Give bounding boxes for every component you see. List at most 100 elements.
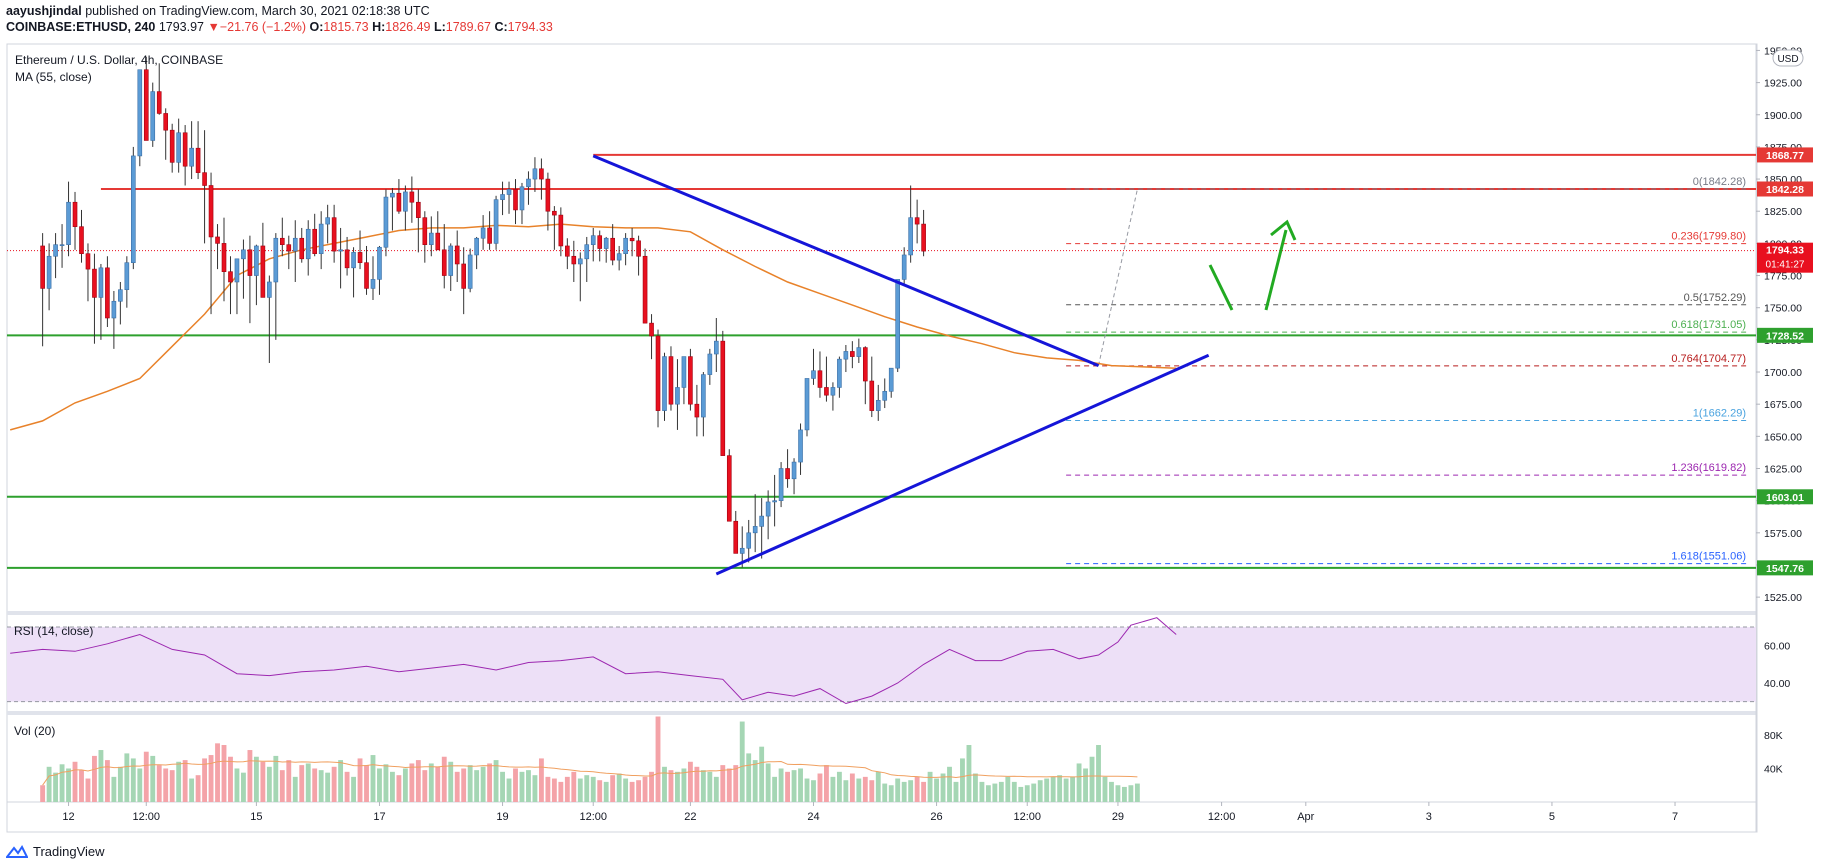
down-triangle-icon: ▼ xyxy=(207,20,220,34)
footer-brand[interactable]: TradingView xyxy=(6,844,105,859)
candle xyxy=(856,347,862,357)
volume-bar xyxy=(500,771,505,802)
volume-bar xyxy=(791,770,797,802)
volume-bar xyxy=(46,766,52,802)
candle xyxy=(642,255,648,324)
volume-bar xyxy=(415,760,421,802)
level-price-tag-bg xyxy=(1757,489,1813,505)
candle xyxy=(895,279,901,369)
candle xyxy=(286,244,292,252)
candle xyxy=(46,255,52,289)
volume-bar xyxy=(59,764,65,802)
volume-bar xyxy=(156,765,162,802)
time-tick-label: 5 xyxy=(1549,811,1555,823)
candle xyxy=(428,232,434,245)
volume-bar xyxy=(642,776,648,802)
volume-bar xyxy=(53,772,59,802)
candle xyxy=(292,237,298,252)
volume-bar xyxy=(759,746,765,802)
candle xyxy=(914,217,920,225)
price-change: −21.76 (−1.2%) xyxy=(219,20,307,34)
volume-bar xyxy=(700,770,706,802)
candle xyxy=(675,387,680,405)
candle xyxy=(668,356,674,405)
price-tick-label: 1700.00 xyxy=(1764,367,1802,379)
volume-bar xyxy=(713,776,719,802)
candle xyxy=(785,468,790,480)
volume-bar xyxy=(830,776,836,802)
candle xyxy=(752,526,758,534)
trendlines xyxy=(592,154,1210,576)
candle xyxy=(539,168,544,180)
candle xyxy=(247,249,253,276)
volume-bar xyxy=(953,781,959,802)
publisher-name[interactable]: aayushjindal xyxy=(6,4,82,18)
volume-bar xyxy=(357,758,363,802)
volume-bar xyxy=(1018,786,1024,802)
candle xyxy=(765,501,771,517)
volume-bar xyxy=(590,776,596,802)
volume-bar xyxy=(558,781,564,802)
level-price-tag: 1868.77 xyxy=(1766,150,1804,162)
volume-bar xyxy=(972,773,978,802)
candle xyxy=(733,520,739,554)
volume-bar xyxy=(603,781,609,802)
candle xyxy=(267,281,272,298)
price-tick-label: 1825.00 xyxy=(1764,206,1802,218)
volume-bar xyxy=(778,768,784,802)
level-price-tag: 1842.28 xyxy=(1766,184,1804,196)
candle xyxy=(273,237,279,283)
price-tick-label: 1575.00 xyxy=(1764,528,1802,540)
candle xyxy=(701,374,706,418)
candle xyxy=(448,245,454,276)
currency-button[interactable] xyxy=(1772,49,1804,67)
volume-bar xyxy=(914,776,920,802)
volume-bar xyxy=(221,745,227,802)
candle xyxy=(403,191,408,212)
trendline-ascending xyxy=(715,353,1210,576)
candle xyxy=(493,199,499,244)
volume-bar xyxy=(1070,776,1076,802)
volume-bar xyxy=(117,766,123,802)
volume-bar xyxy=(668,770,674,802)
candle xyxy=(901,254,907,280)
candle xyxy=(688,356,693,405)
volume-bar xyxy=(824,765,829,802)
rsi-line xyxy=(10,617,1177,705)
volume-bar xyxy=(428,763,434,802)
volume-bar xyxy=(79,770,84,802)
candle xyxy=(299,237,305,260)
candle xyxy=(195,147,201,173)
close-value: 1794.33 xyxy=(507,20,553,34)
volume-bar xyxy=(811,780,816,802)
volume-bar xyxy=(305,763,311,802)
fib-level-label: 0.5(1752.29) xyxy=(1684,292,1746,304)
candle xyxy=(500,194,505,200)
candle xyxy=(98,267,104,298)
volume-bar xyxy=(707,771,713,802)
candle xyxy=(739,547,745,554)
time-tick-label: 15 xyxy=(250,811,262,823)
volume-bar xyxy=(577,778,583,802)
candle xyxy=(862,347,868,382)
candle xyxy=(163,113,169,131)
volume-bar xyxy=(461,768,467,802)
level-price-tag: 1547.76 xyxy=(1766,563,1804,575)
volume-bar xyxy=(338,760,344,802)
candle xyxy=(228,271,233,283)
candle xyxy=(435,232,441,251)
volume-bar xyxy=(137,768,143,802)
time-tick-label: 22 xyxy=(684,811,696,823)
volume-bar xyxy=(441,756,447,802)
vol-tick-label: 40K xyxy=(1764,763,1783,775)
candle xyxy=(351,252,356,269)
time-tick-label: 12:00 xyxy=(133,811,161,823)
volume-bar xyxy=(960,758,965,802)
volume-bar xyxy=(616,773,622,802)
volume-bar xyxy=(202,758,208,802)
volume-bar xyxy=(1031,783,1037,802)
candle xyxy=(396,192,402,212)
time-tick-label: 12:00 xyxy=(1208,811,1236,823)
volume-bar xyxy=(474,770,480,802)
